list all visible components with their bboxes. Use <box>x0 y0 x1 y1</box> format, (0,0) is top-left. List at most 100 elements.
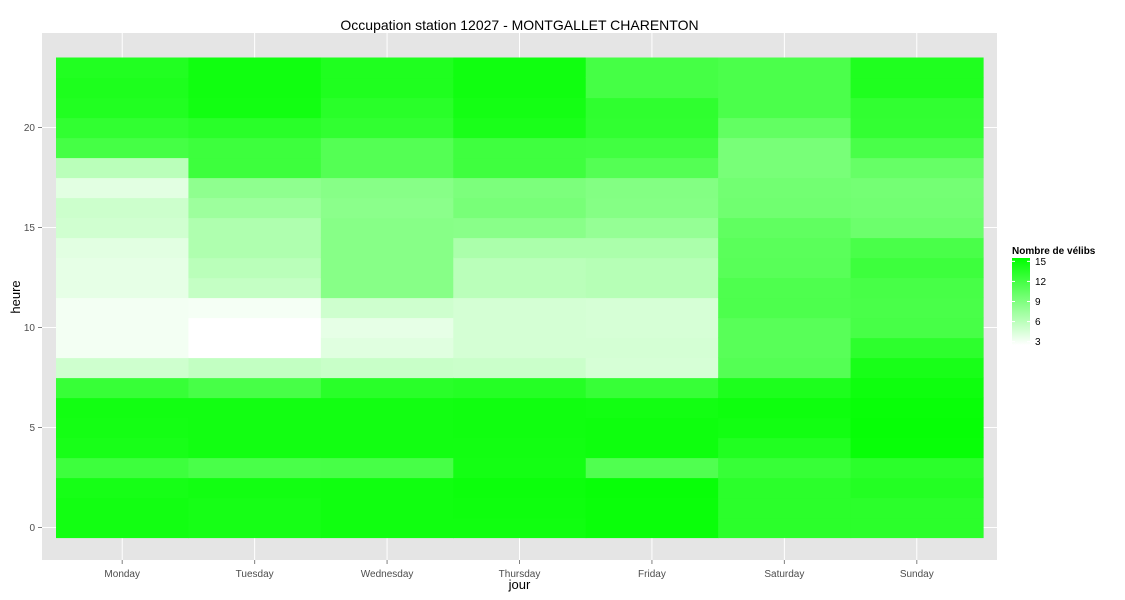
heatmap-tile <box>718 297 852 319</box>
heatmap-tile <box>56 297 190 319</box>
heatmap-tile <box>453 277 587 299</box>
heatmap-tile <box>188 77 322 99</box>
heatmap-tile <box>188 297 322 319</box>
chart-title: Occupation station 12027 - MONTGALLET CH… <box>340 17 698 33</box>
x-tick-label: Sunday <box>900 569 934 580</box>
heatmap-tile <box>850 237 984 259</box>
heatmap-tile <box>850 197 984 219</box>
heatmap-tile <box>850 517 984 539</box>
heatmap-tile <box>453 77 587 99</box>
heatmap-tile <box>585 317 719 339</box>
heatmap-tile <box>453 397 587 419</box>
heatmap-tile <box>453 337 587 359</box>
heatmap-tile <box>56 197 190 219</box>
heatmap-tile <box>850 117 984 139</box>
heatmap-tile <box>188 157 322 179</box>
legend: Nombre de vélibs 15 12 9 6 3 <box>1012 246 1096 348</box>
heatmap-tiles <box>56 57 984 539</box>
heatmap-tile <box>188 57 322 79</box>
heatmap-tile <box>585 497 719 519</box>
heatmap-tile <box>188 417 322 439</box>
y-axis-ticks: 0 5 10 15 20 <box>24 123 42 534</box>
heatmap-tile <box>850 437 984 459</box>
heatmap-tile <box>718 457 852 479</box>
x-axis-title: jour <box>508 577 531 592</box>
heatmap-tile <box>56 77 190 99</box>
heatmap-tile <box>585 277 719 299</box>
heatmap-tile <box>453 137 587 159</box>
heatmap-tile <box>320 277 454 299</box>
heatmap-tile <box>850 277 984 299</box>
heatmap-tile <box>320 357 454 379</box>
heatmap-tile <box>585 117 719 139</box>
x-tick-label: Wednesday <box>361 569 414 580</box>
heatmap-tile <box>850 97 984 119</box>
heatmap-tile <box>585 217 719 239</box>
heatmap-tile <box>320 217 454 239</box>
heatmap-tile <box>56 457 190 479</box>
heatmap-tile <box>188 437 322 459</box>
legend-tick-label: 12 <box>1035 277 1047 288</box>
heatmap-tile <box>188 457 322 479</box>
heatmap-tile <box>850 357 984 379</box>
heatmap-tile <box>320 97 454 119</box>
legend-colorbar <box>1012 258 1030 345</box>
heatmap-tile <box>320 257 454 279</box>
heatmap-tile <box>585 237 719 259</box>
heatmap-tile <box>718 417 852 439</box>
y-tick-label: 5 <box>29 423 35 434</box>
heatmap-tile <box>453 357 587 379</box>
heatmap-tile <box>56 217 190 239</box>
y-tick-label: 15 <box>24 223 36 234</box>
heatmap-tile <box>850 217 984 239</box>
heatmap-tile <box>585 477 719 499</box>
heatmap-tile <box>850 177 984 199</box>
legend-tick-label: 15 <box>1035 257 1047 268</box>
heatmap-tile <box>188 197 322 219</box>
heatmap-tile <box>718 197 852 219</box>
heatmap-tile <box>56 437 190 459</box>
heatmap-tile <box>453 197 587 219</box>
heatmap-tile <box>850 157 984 179</box>
heatmap-tile <box>850 57 984 79</box>
heatmap-tile <box>718 497 852 519</box>
heatmap-tile <box>718 77 852 99</box>
heatmap-tile <box>718 97 852 119</box>
heatmap-tile <box>188 337 322 359</box>
heatmap-tile <box>718 157 852 179</box>
heatmap-tile <box>320 77 454 99</box>
heatmap-tile <box>453 317 587 339</box>
heatmap-tile <box>585 397 719 419</box>
heatmap-tile <box>188 237 322 259</box>
heatmap-tile <box>56 357 190 379</box>
heatmap-tile <box>188 357 322 379</box>
heatmap-tile <box>320 197 454 219</box>
heatmap-tile <box>320 237 454 259</box>
heatmap-tile <box>320 517 454 539</box>
heatmap-tile <box>453 237 587 259</box>
heatmap-tile <box>453 297 587 319</box>
heatmap-tile <box>56 377 190 399</box>
heatmap-tile <box>585 357 719 379</box>
heatmap-tile <box>320 417 454 439</box>
heatmap-tile <box>718 177 852 199</box>
heatmap-tile <box>56 117 190 139</box>
y-tick-label: 20 <box>24 123 36 134</box>
heatmap-tile <box>56 97 190 119</box>
heatmap-tile <box>188 257 322 279</box>
heatmap-tile <box>320 397 454 419</box>
heatmap-tile <box>56 157 190 179</box>
heatmap-tile <box>453 157 587 179</box>
heatmap-tile <box>320 157 454 179</box>
heatmap-tile <box>850 297 984 319</box>
heatmap-tile <box>320 297 454 319</box>
heatmap-tile <box>585 97 719 119</box>
heatmap-tile <box>850 257 984 279</box>
heatmap-tile <box>188 277 322 299</box>
heatmap-tile <box>188 497 322 519</box>
heatmap-tile <box>453 217 587 239</box>
heatmap-tile <box>585 517 719 539</box>
legend-tick-label: 9 <box>1035 297 1041 308</box>
heatmap-tile <box>585 337 719 359</box>
